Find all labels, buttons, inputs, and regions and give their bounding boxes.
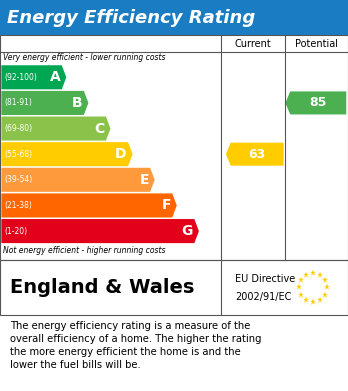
Text: 63: 63 [248, 148, 266, 161]
Polygon shape [285, 91, 346, 115]
Text: Energy Efficiency Rating: Energy Efficiency Rating [7, 9, 255, 27]
Text: D: D [115, 147, 127, 161]
Text: England & Wales: England & Wales [10, 278, 195, 297]
Polygon shape [1, 65, 66, 89]
Text: (55-68): (55-68) [5, 150, 33, 159]
Polygon shape [1, 91, 88, 115]
Text: 85: 85 [310, 97, 327, 109]
Text: EU Directive: EU Directive [235, 274, 295, 284]
Text: 2002/91/EC: 2002/91/EC [235, 292, 291, 302]
Polygon shape [1, 168, 155, 192]
Text: (69-80): (69-80) [5, 124, 33, 133]
Polygon shape [1, 142, 133, 166]
Text: G: G [182, 224, 193, 238]
Text: Not energy efficient - higher running costs: Not energy efficient - higher running co… [3, 246, 166, 255]
Text: Potential: Potential [295, 39, 338, 48]
Polygon shape [226, 143, 284, 166]
Text: Very energy efficient - lower running costs: Very energy efficient - lower running co… [3, 53, 166, 62]
Text: (81-91): (81-91) [5, 99, 32, 108]
Polygon shape [1, 219, 199, 243]
Text: (39-54): (39-54) [5, 175, 33, 184]
Text: The energy efficiency rating is a measure of the
overall efficiency of a home. T: The energy efficiency rating is a measur… [10, 321, 262, 370]
Text: (21-38): (21-38) [5, 201, 32, 210]
Text: E: E [139, 173, 149, 187]
Bar [0, 35, 348, 260]
Polygon shape [1, 194, 177, 217]
Text: (1-20): (1-20) [5, 226, 27, 236]
Bar [0, 0, 348, 35]
Text: F: F [161, 199, 171, 212]
Text: (92-100): (92-100) [5, 73, 37, 82]
Text: Current: Current [235, 39, 271, 48]
Text: A: A [50, 70, 61, 84]
Text: C: C [94, 122, 104, 136]
Polygon shape [1, 117, 111, 141]
Text: B: B [72, 96, 82, 110]
